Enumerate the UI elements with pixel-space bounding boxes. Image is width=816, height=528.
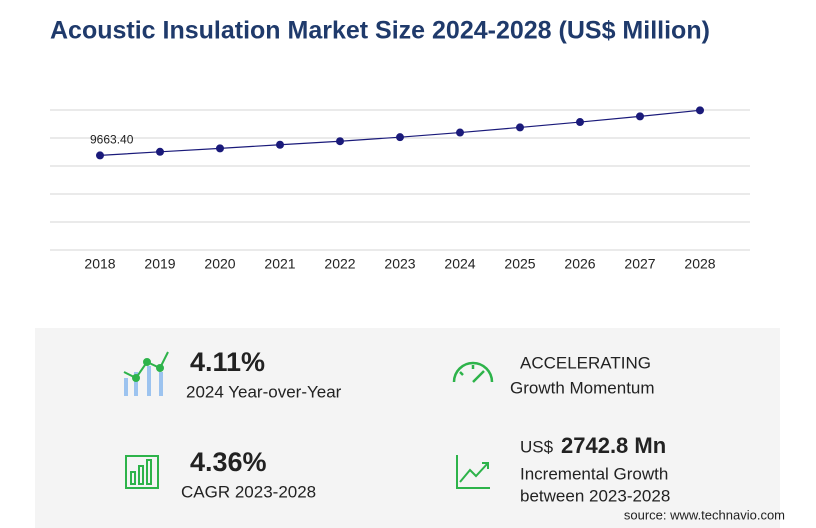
yoy-icon bbox=[123, 351, 169, 396]
point bbox=[216, 144, 224, 153]
x-tick-label: 2027 bbox=[624, 256, 655, 272]
value-label: 9663.40 bbox=[90, 133, 134, 147]
stats-panel bbox=[35, 328, 780, 528]
x-tick-label: 2020 bbox=[204, 256, 235, 272]
point bbox=[636, 112, 644, 121]
source: source: www.technavio.com bbox=[624, 507, 785, 522]
gauge-icon bbox=[452, 361, 494, 383]
plot: 2018 2019 2020 2021 2022 2023 2024 2025 2026 2027… bbox=[50, 106, 750, 272]
stat-currency: US$ bbox=[520, 437, 554, 456]
chart-title: Acoustic Insulation Market Size 2024-202… bbox=[50, 17, 710, 45]
stat-label: between 2023-2028 bbox=[520, 486, 670, 505]
stat-label: Incremental Growth bbox=[520, 464, 668, 483]
stat-label: CAGR 2023-2028 bbox=[181, 482, 316, 501]
point bbox=[576, 118, 584, 127]
x-tick-label: 2021 bbox=[264, 256, 295, 272]
point bbox=[336, 137, 344, 146]
x-tick-label: 2028 bbox=[684, 256, 715, 272]
x-tick-label: 2025 bbox=[504, 256, 535, 272]
x-tick-label: 2023 bbox=[384, 256, 415, 272]
stat-value: ACCELERATING bbox=[520, 353, 651, 372]
x-tick-label: 2018 bbox=[84, 256, 115, 272]
x-tick-label: 2022 bbox=[324, 256, 355, 272]
x-tick-label: 2019 bbox=[144, 256, 175, 272]
stat-value: 4.11% bbox=[190, 347, 265, 377]
point bbox=[276, 140, 284, 149]
stat-label: 2024 Year-over-Year bbox=[186, 382, 342, 401]
point bbox=[456, 128, 464, 137]
stat-label: Growth Momentum bbox=[510, 378, 655, 397]
point bbox=[96, 151, 104, 160]
point bbox=[156, 147, 164, 156]
x-tick-label: 2024 bbox=[444, 256, 475, 272]
x-tick-label: 2026 bbox=[564, 256, 595, 272]
stat-value: 4.36% bbox=[190, 447, 267, 477]
point bbox=[396, 133, 404, 142]
point bbox=[696, 106, 704, 115]
stat-value: 2742.8 Mn bbox=[561, 433, 666, 458]
point bbox=[516, 123, 524, 132]
growth-icon bbox=[456, 455, 490, 489]
line bbox=[99, 109, 701, 156]
cagr-icon bbox=[125, 455, 159, 489]
